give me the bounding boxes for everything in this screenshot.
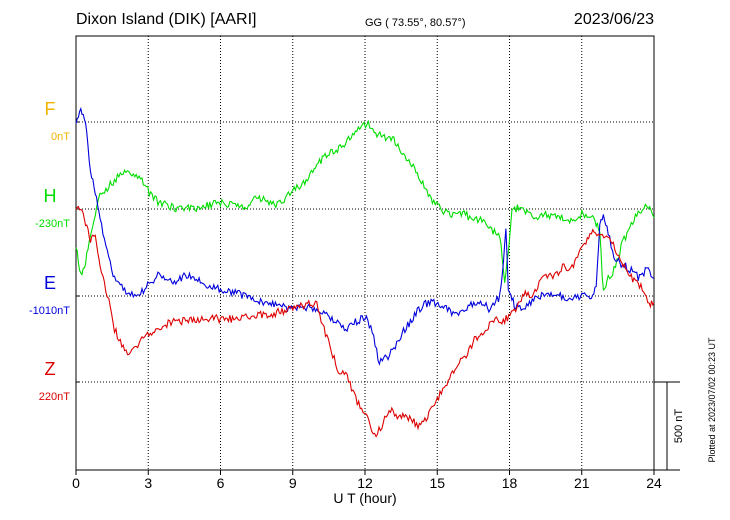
baseline-label-e: -1010nT [29,305,70,317]
component-labels: F 0nT H -230nT E -1010nT Z 220nT [29,99,70,403]
scale-bar: 500 nT [654,381,685,471]
x-axis-label: U T (hour) [333,490,396,506]
x-tick-label: 9 [289,475,297,491]
x-tick-label: 12 [357,475,373,491]
baseline-label-z: 220nT [39,391,70,403]
component-label-h: H [44,186,57,206]
x-tick-label: 18 [502,475,518,491]
plotted-timestamp: Plotted at 2023/07/02 00:23 UT [707,337,717,463]
component-label-e: E [44,273,56,293]
series-group [75,106,655,438]
x-tick-label: 15 [429,475,445,491]
component-label-f: F [45,99,56,119]
series-line-e [75,106,655,366]
chart-grid [76,36,654,470]
baseline-label-h: -230nT [35,218,70,230]
x-tick-label: 21 [574,475,590,491]
x-tick-label: 0 [72,475,80,491]
series-line-h [75,119,655,292]
x-tick-label: 3 [144,475,152,491]
baseline-label-f: 0nT [51,131,70,143]
station-coordinates: GG ( 73.55°, 80.57°) [365,17,466,29]
scale-bar-label: 500 nT [673,409,685,444]
x-tick-label: 24 [646,475,662,491]
chart-date: 2023/06/23 [574,11,654,28]
x-tick-label: 6 [217,475,225,491]
x-axis-ticks: 0 3 6 9 12 15 18 21 24 [72,121,662,491]
station-title: Dixon Island (DIK) [AARI] [76,11,257,28]
component-label-z: Z [45,359,56,379]
series-line-z [75,205,655,438]
